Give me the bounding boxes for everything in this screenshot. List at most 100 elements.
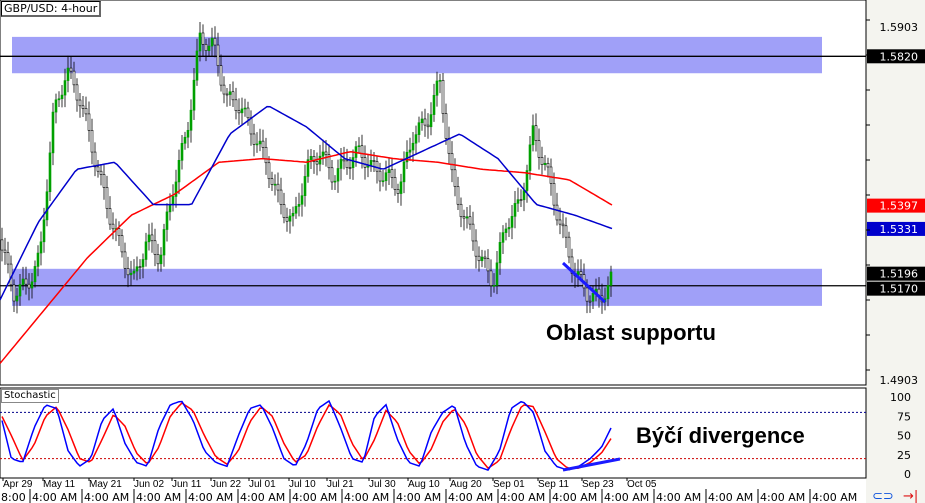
candle-bull — [309, 156, 313, 160]
candle-bear — [585, 287, 589, 302]
candle-bear — [99, 170, 103, 175]
time-scroller-item: 4:00 AM — [188, 491, 233, 503]
candle-bull — [36, 252, 40, 267]
candle-bull — [15, 295, 19, 302]
candle-bear — [270, 178, 274, 185]
candle-bear — [462, 216, 466, 219]
time-scroller-item: 4:00 AM — [448, 491, 493, 503]
candle-bear — [537, 140, 541, 158]
candle-bear — [450, 153, 454, 171]
candle-bull — [147, 234, 151, 243]
candle-bear — [489, 270, 493, 286]
price-label: 1.5820 — [880, 50, 919, 63]
candle-bear — [111, 223, 115, 230]
candle-bear — [426, 124, 430, 128]
link-icon[interactable]: ⊂⊃ — [872, 489, 894, 503]
date-label: Jul 30 — [369, 479, 396, 490]
candle-bull — [411, 142, 415, 151]
candle-bear — [378, 170, 382, 182]
candle-bull — [60, 94, 64, 100]
date-label: May 21 — [89, 479, 122, 490]
candle-bear — [234, 99, 238, 112]
candle-bull — [159, 254, 163, 265]
stoch-tick: 50 — [897, 430, 911, 443]
divergence-annotation: Býčí divergence — [636, 423, 805, 448]
candle-bull — [18, 284, 22, 297]
candle-bear — [315, 161, 319, 165]
stoch-tick: 100 — [890, 391, 911, 404]
candle-bull — [591, 292, 595, 302]
candle-bear — [219, 65, 223, 86]
candle-bull — [507, 227, 511, 230]
candle-bull — [321, 151, 325, 157]
candle-bear — [423, 118, 427, 126]
candle-bull — [255, 143, 259, 146]
price-tick: 1.4903 — [880, 374, 919, 387]
jump-to-end-icon[interactable]: →| — [903, 489, 918, 503]
candle-bull — [399, 181, 403, 194]
date-label: Sep 11 — [538, 479, 569, 490]
candle-bull — [297, 204, 301, 207]
time-scroller — [0, 489, 866, 503]
time-scroller-item: 4:00 AM — [708, 491, 753, 503]
price-label: 1.5196 — [880, 268, 919, 281]
candle-bull — [402, 161, 406, 183]
candle-bear — [375, 161, 379, 172]
candle-bull — [45, 191, 49, 221]
candle-bear — [216, 44, 220, 66]
candle-bear — [87, 113, 91, 131]
candle-bear — [225, 93, 229, 96]
candle-bear — [261, 140, 265, 148]
candle-bear — [471, 223, 475, 242]
time-scroller-item: 4:00 AM — [32, 491, 77, 503]
time-scroller-item: 4:00 AM — [760, 491, 805, 503]
candle-bull — [207, 45, 211, 51]
ma-fast-line — [0, 105, 613, 301]
candle-bear — [282, 204, 286, 218]
candle-bear — [276, 183, 280, 191]
candle-bull — [408, 149, 412, 153]
candle-bear — [312, 156, 316, 162]
candle-bear — [342, 158, 346, 162]
date-label: Oct 05 — [627, 479, 657, 490]
price-label-bg — [867, 49, 925, 64]
candle-bull — [480, 256, 484, 262]
candle-bull — [54, 99, 58, 113]
stoch-k-line — [1, 399, 612, 471]
candle-bull — [501, 232, 505, 243]
time-scroller-item: 4:00 AM — [656, 491, 701, 503]
candle-bull — [495, 262, 499, 286]
candle-bull — [414, 134, 418, 144]
candle-bear — [204, 44, 208, 51]
candle-bull — [513, 203, 517, 217]
candle-bear — [156, 254, 160, 265]
candle-bear — [267, 162, 271, 180]
candle-bull — [30, 281, 34, 289]
candle-bull — [288, 215, 292, 222]
candle-bear — [549, 166, 553, 184]
candle-bull — [465, 216, 469, 219]
candle-bull — [228, 91, 232, 95]
support-annotation: Oblast supportu — [546, 320, 716, 345]
candle-bear — [360, 145, 364, 158]
candle-bear — [3, 249, 7, 253]
indicator-label: Stochastic — [1, 389, 59, 403]
candle-bull — [318, 155, 322, 165]
time-scroller-item: 4:00 AM — [84, 491, 129, 503]
candle-bear — [447, 138, 451, 154]
candle-bull — [504, 228, 508, 233]
candle-bull — [198, 32, 202, 52]
candle-bear — [81, 105, 85, 109]
time-scroller-item: 4:00 AM — [240, 491, 285, 503]
candle-bear — [588, 300, 592, 303]
candle-bear — [456, 186, 460, 205]
candle-bear — [93, 151, 97, 168]
candle-bear — [390, 169, 394, 178]
candle-bear — [108, 208, 112, 225]
candle-bear — [69, 67, 73, 72]
date-label: Jun 22 — [211, 479, 241, 490]
candle-bull — [543, 162, 547, 165]
candle-bull — [57, 98, 61, 101]
candle-bear — [561, 223, 565, 227]
